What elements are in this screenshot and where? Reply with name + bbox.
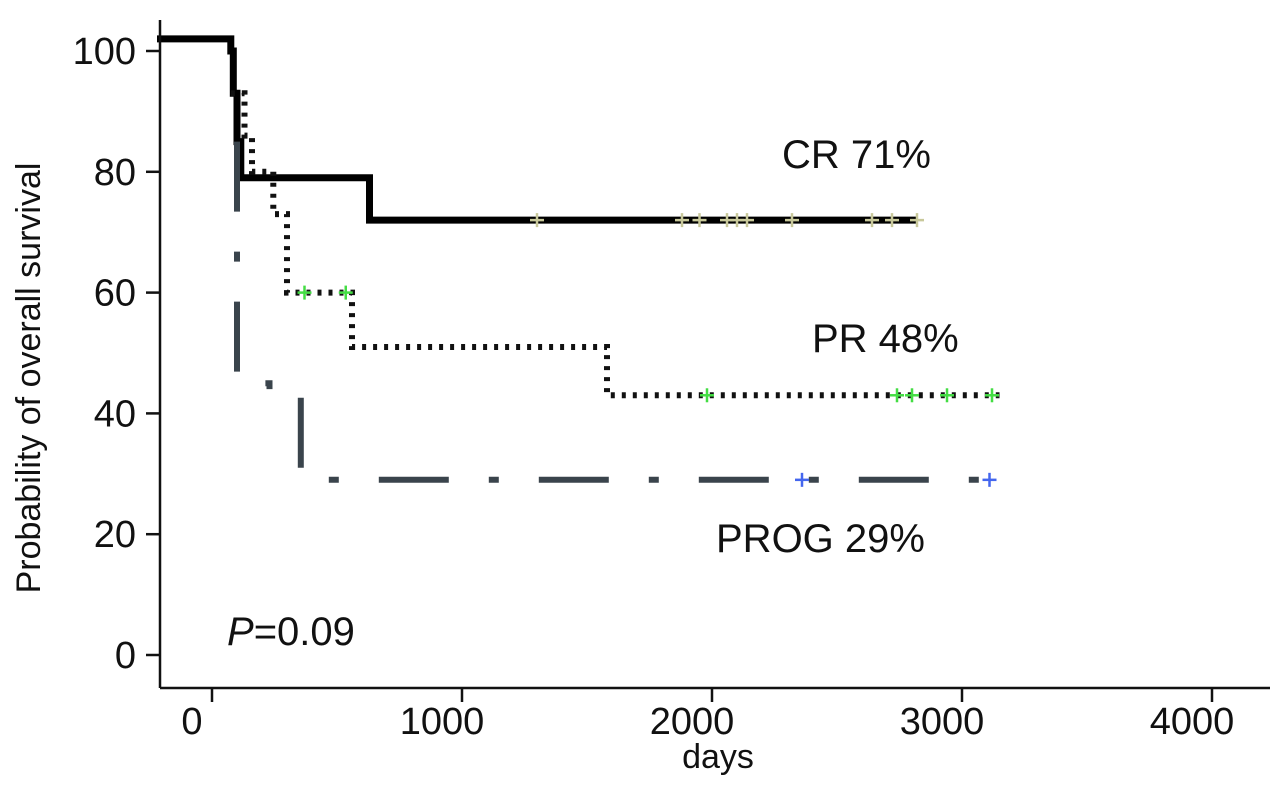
censor-mark-prog: [795, 472, 809, 487]
y-axis-title: Probability of overall survival: [10, 163, 48, 594]
censor-mark-pr: [338, 285, 353, 300]
censor-mark-cr: [530, 213, 544, 228]
plot-area: [157, 35, 1000, 487]
x-tick-label: 3000: [900, 701, 985, 743]
censor-mark-pr: [985, 388, 999, 403]
censor-mark-cr: [910, 213, 924, 228]
y-tick-label: 20: [94, 514, 136, 556]
x-axis: 0 1000 2000 3000 4000: [160, 686, 1270, 743]
censor-mark-cr: [692, 213, 707, 228]
censor-mark-pr: [905, 388, 919, 403]
p-value: P=0.09: [227, 610, 355, 654]
x-axis-title: days: [682, 738, 754, 776]
series-label-prog: PROG 29%: [716, 517, 925, 561]
curve-pr: [230, 90, 1000, 399]
y-tick-label: 60: [94, 273, 136, 315]
censor-mark-pr: [890, 388, 904, 403]
p-value-symbol: P: [227, 610, 254, 654]
censor-mark-pr: [940, 388, 954, 403]
y-tick-label: 0: [115, 635, 136, 677]
censor-mark-cr: [865, 213, 879, 228]
series-pr: [230, 90, 1000, 403]
censor-mark-pr: [297, 285, 312, 300]
y-axis: 0 20 40 60 80 100: [73, 20, 162, 688]
censor-mark-pr: [700, 388, 714, 403]
p-value-text: =0.09: [254, 610, 355, 654]
censor-mark-cr: [675, 213, 689, 228]
censor-mark-prog: [982, 472, 997, 487]
curve-cr: [157, 35, 917, 224]
y-tick-label: 100: [73, 31, 136, 73]
x-tick-label: 1000: [400, 701, 485, 743]
censor-mark-cr: [740, 213, 754, 228]
series-prog: [234, 141, 997, 487]
curve-prog: [234, 141, 992, 483]
x-tick-label: 2000: [650, 701, 735, 743]
y-tick-label: 40: [94, 393, 136, 435]
y-tick-label: 80: [94, 152, 136, 194]
x-tick-label: 0: [181, 701, 202, 743]
series-label-pr: PR 48%: [812, 317, 959, 361]
censor-mark-cr: [885, 213, 899, 228]
series-label-cr: CR 71%: [782, 133, 931, 177]
x-tick-label: 4000: [1150, 701, 1235, 743]
censor-mark-cr: [785, 213, 799, 228]
